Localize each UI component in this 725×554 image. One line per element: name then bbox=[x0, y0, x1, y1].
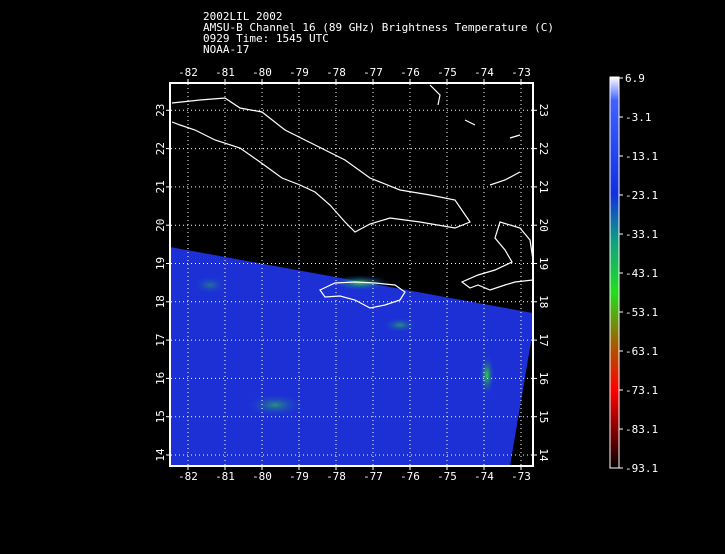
colorbar-label: -63.1 bbox=[625, 345, 658, 358]
lat-label-left: 14 bbox=[154, 448, 167, 462]
lat-label-right: 20 bbox=[537, 219, 550, 232]
lat-label-left: 15 bbox=[154, 410, 167, 423]
graticule bbox=[166, 79, 537, 470]
lat-label-right: 18 bbox=[537, 295, 550, 308]
lat-label-left: 16 bbox=[154, 372, 167, 385]
lon-label-bottom: -75 bbox=[437, 470, 457, 483]
lon-label-bottom: -76 bbox=[400, 470, 420, 483]
lat-label-right: 23 bbox=[537, 104, 550, 117]
lat-label-right: 21 bbox=[537, 180, 550, 193]
colorbar-label: -13.1 bbox=[625, 150, 658, 163]
lat-label-right: 15 bbox=[537, 410, 550, 423]
colorbar-label: -3.1 bbox=[625, 111, 652, 124]
lon-label-top: -78 bbox=[326, 66, 346, 79]
lat-label-left: 23 bbox=[154, 104, 167, 117]
lon-label-bottom: -81 bbox=[215, 470, 235, 483]
lat-label-left: 21 bbox=[154, 180, 167, 193]
swath bbox=[170, 247, 533, 466]
lon-label-top: -79 bbox=[289, 66, 309, 79]
lon-label-top: -80 bbox=[252, 66, 272, 79]
lon-label-bottom: -77 bbox=[363, 470, 383, 483]
lon-label-top: -75 bbox=[437, 66, 457, 79]
lon-label-top: -73 bbox=[511, 66, 531, 79]
lat-label-left: 19 bbox=[154, 257, 167, 270]
lon-label-top: -81 bbox=[215, 66, 235, 79]
colorbar-label: 6.9 bbox=[625, 72, 645, 85]
lon-label-top: -76 bbox=[400, 66, 420, 79]
title-line: NOAA-17 bbox=[203, 43, 249, 56]
lat-label-right: 22 bbox=[537, 142, 550, 155]
colorbar-label: -53.1 bbox=[625, 306, 658, 319]
title-line: 2002LIL 2002 bbox=[203, 10, 282, 23]
colorbar-label: -73.1 bbox=[625, 384, 658, 397]
lon-label-bottom: -80 bbox=[252, 470, 272, 483]
map-frame bbox=[169, 82, 534, 467]
lat-label-right: 19 bbox=[537, 257, 550, 270]
lon-label-top: -77 bbox=[363, 66, 383, 79]
lon-label-bottom: -73 bbox=[511, 470, 531, 483]
lat-label-left: 20 bbox=[154, 219, 167, 232]
lon-label-bottom: -79 bbox=[289, 470, 309, 483]
title-line: AMSU-B Channel 16 (89 GHz) Brightness Te… bbox=[203, 21, 554, 34]
lon-label-top: -82 bbox=[178, 66, 198, 79]
colorbar-label: -83.1 bbox=[625, 423, 658, 436]
lon-label-bottom: -74 bbox=[474, 470, 494, 483]
lat-label-left: 18 bbox=[154, 295, 167, 308]
lat-label-left: 22 bbox=[154, 142, 167, 155]
colorbar-label: -33.1 bbox=[625, 228, 658, 241]
lon-label-top: -74 bbox=[474, 66, 494, 79]
colorbar-label: -93.1 bbox=[625, 462, 658, 475]
colorbar-label: -23.1 bbox=[625, 189, 658, 202]
colorbar-label: -43.1 bbox=[625, 267, 658, 280]
lon-label-bottom: -82 bbox=[178, 470, 198, 483]
lat-label-left: 17 bbox=[154, 333, 167, 346]
lat-label-right: 17 bbox=[537, 333, 550, 346]
title-line: 0929 Time: 1545 UTC bbox=[203, 32, 329, 45]
lat-label-right: 16 bbox=[537, 372, 550, 385]
colorbar bbox=[609, 76, 620, 469]
lon-label-bottom: -78 bbox=[326, 470, 346, 483]
lat-label-right: 14 bbox=[537, 448, 550, 462]
